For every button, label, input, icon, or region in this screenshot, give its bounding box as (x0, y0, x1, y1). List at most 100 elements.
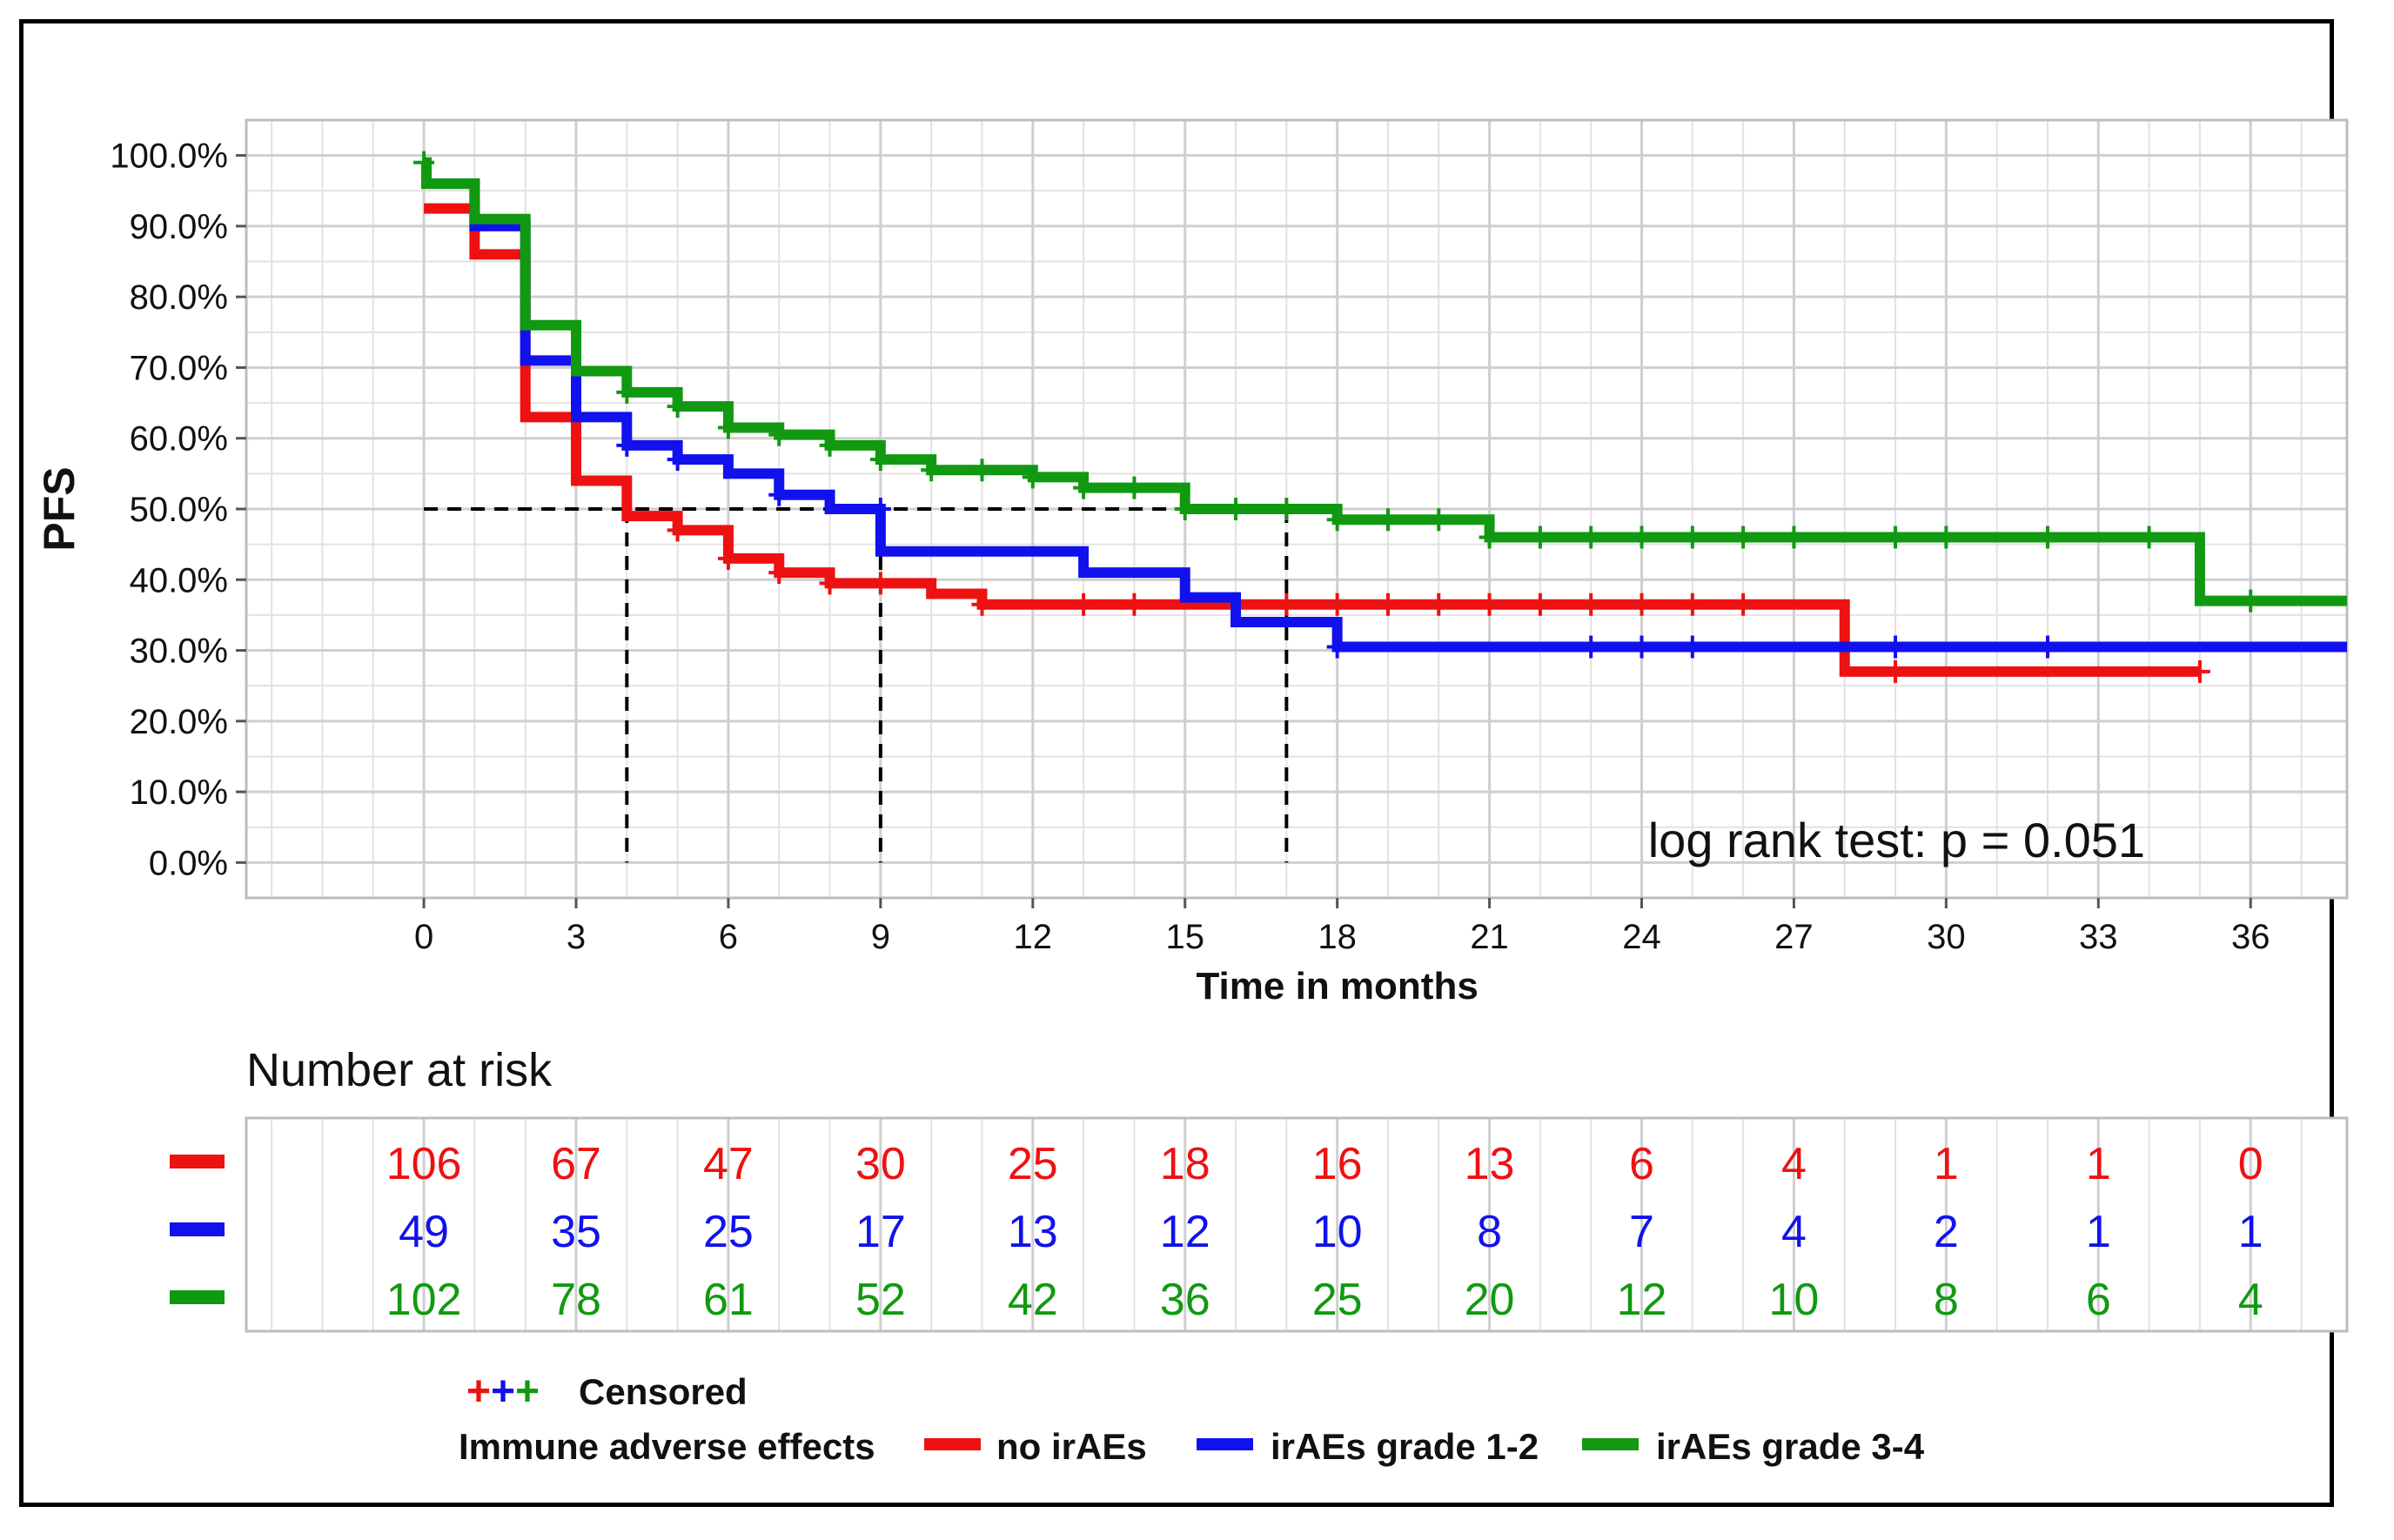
y-tick-label: 60.0% (130, 420, 228, 459)
risk-value: 78 (551, 1275, 601, 1325)
series-1 (424, 203, 2210, 683)
censor-mark (1276, 593, 1298, 616)
risk-value: 13 (1008, 1207, 1058, 1257)
censor-mark (1885, 660, 1907, 683)
censor-mark (667, 519, 688, 542)
censor-mark (1631, 635, 1653, 659)
censor-mark (1022, 465, 1043, 489)
risk-value: 47 (703, 1139, 754, 1189)
risk-value: 12 (1160, 1207, 1210, 1257)
x-tick-label: 15 (1165, 918, 1204, 956)
censor-mark (1681, 526, 1703, 549)
censor-mark (768, 483, 790, 506)
risk-value: 67 (551, 1139, 601, 1189)
risk-value: 1 (2086, 1139, 2111, 1189)
censor-mark (768, 561, 790, 585)
x-tick-label: 0 (414, 918, 433, 956)
censor-mark (1326, 508, 1348, 532)
legend-entry-label: no irAEs (996, 1426, 1147, 1467)
risk-value: 2 (1934, 1207, 1959, 1257)
censor-mark (819, 433, 841, 457)
legend-censor-symbol: + (515, 1369, 540, 1415)
x-tick-label: 21 (1470, 918, 1509, 956)
censor-mark (1326, 593, 1348, 616)
legend-censor-symbol: + (466, 1369, 491, 1415)
censor-mark (1631, 593, 1653, 616)
risk-value: 20 (1465, 1275, 1515, 1325)
censor-mark (1428, 593, 1450, 616)
censor-mark (1377, 508, 1398, 532)
risk-value: 16 (1312, 1139, 1363, 1189)
censor-mark (921, 459, 942, 482)
y-tick-label: 0.0% (149, 844, 228, 882)
censor-mark (717, 546, 739, 570)
censor-mark (1073, 593, 1095, 616)
censor-mark (1631, 526, 1653, 549)
censor-mark (768, 423, 790, 446)
series-3 (413, 151, 2347, 613)
risk-value: 1 (1934, 1139, 1959, 1189)
censor-mark (1123, 593, 1145, 616)
risk-value: 52 (855, 1275, 906, 1325)
censor-mark (1885, 526, 1907, 549)
risk-value: 25 (1312, 1275, 1363, 1325)
censor-mark (2138, 526, 2160, 549)
x-tick-label: 33 (2079, 918, 2118, 956)
risk-value: 4 (1781, 1207, 1807, 1257)
censor-mark (971, 459, 993, 482)
censor-mark (1733, 593, 1754, 616)
censor-mark (2036, 635, 2058, 659)
risk-value: 0 (2238, 1139, 2263, 1189)
y-tick-label: 100.0% (110, 137, 228, 176)
censor-mark (2189, 660, 2210, 683)
risk-table-grid (271, 1118, 2303, 1331)
censor-mark (869, 572, 891, 595)
censor-mark (1935, 526, 1957, 549)
risk-value: 35 (551, 1207, 601, 1257)
risk-table-border (245, 1116, 2349, 1333)
risk-table-title: Number at risk (246, 1044, 553, 1096)
x-tick-label: 6 (719, 918, 738, 956)
x-tick-label: 9 (871, 918, 890, 956)
series-2 (424, 178, 2347, 659)
censor-mark (717, 416, 739, 439)
risk-value: 7 (1629, 1207, 1654, 1257)
censor-mark (2036, 526, 2058, 549)
risk-value: 8 (1477, 1207, 1502, 1257)
risk-value: 25 (703, 1207, 754, 1257)
censor-mark (971, 593, 993, 616)
censor-mark (1123, 476, 1145, 499)
censor-mark (1783, 526, 1805, 549)
risk-value: 25 (1008, 1139, 1058, 1189)
censor-mark (1529, 526, 1551, 549)
risk-value: 1 (2238, 1207, 2263, 1257)
x-tick-label: 18 (1318, 918, 1357, 956)
risk-value: 49 (399, 1207, 449, 1257)
risk-value: 8 (1934, 1275, 1959, 1325)
risk-value: 102 (386, 1275, 462, 1325)
censor-mark (1885, 635, 1907, 659)
y-tick-label: 30.0% (130, 633, 228, 671)
risk-value: 36 (1160, 1275, 1210, 1325)
risk-value: 6 (2086, 1275, 2111, 1325)
censor-mark (869, 498, 891, 520)
censor-mark (616, 380, 638, 404)
x-tick-label: 24 (1622, 918, 1661, 956)
y-tick-label: 20.0% (130, 703, 228, 741)
x-axis-title: Time in months (1196, 965, 1478, 1008)
censor-mark (1073, 476, 1095, 499)
risk-value: 10 (1769, 1275, 1820, 1325)
y-axis-title: PFS (35, 466, 84, 551)
censor-mark (1174, 498, 1196, 520)
risk-value: 42 (1008, 1275, 1058, 1325)
x-tick-label: 30 (1927, 918, 1966, 956)
risk-value: 106 (386, 1139, 462, 1189)
censor-mark (1428, 508, 1450, 532)
y-tick-label: 40.0% (130, 561, 228, 599)
y-tick-label: 10.0% (130, 773, 228, 812)
x-tick-label: 3 (567, 918, 586, 956)
censor-mark (1529, 593, 1551, 616)
legend-censored-label: Censored (579, 1371, 748, 1412)
legend-group-title: Immune adverse effects (459, 1426, 875, 1467)
